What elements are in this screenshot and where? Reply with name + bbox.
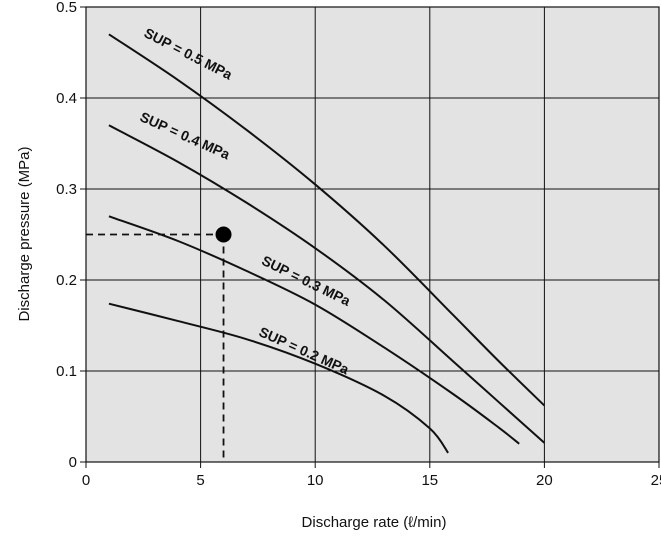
curves [108,33,546,454]
operating-point-marker [215,226,232,243]
series-line [108,215,520,445]
y-axis-label: Discharge pressure (MPa) [16,146,33,321]
series-line [108,302,449,454]
x-axis-label: Discharge rate (ℓ/min) [302,514,447,531]
x-axis-ticks: 0 5 10 15 20 25 [82,462,661,489]
y-tick-label: 0.5 [56,0,77,16]
y-tick-label: 0.2 [56,272,77,289]
y-tick-label: 0.4 [56,90,77,107]
operating-point-guides [86,226,232,462]
x-tick-label: 10 [307,472,324,489]
x-tick-label: 20 [536,472,553,489]
y-axis-ticks: 0 0.1 0.2 0.3 0.4 0.5 [56,0,86,471]
y-tick-label: 0.1 [56,363,77,380]
grid [86,7,659,462]
x-tick-label: 0 [82,472,90,489]
y-tick-label: 0.3 [56,181,77,198]
y-tick-label: 0 [69,454,77,471]
x-tick-label: 5 [196,472,204,489]
x-tick-label: 25 [651,472,661,489]
x-tick-label: 15 [421,472,438,489]
series-line [108,124,546,444]
series-line [108,33,546,407]
